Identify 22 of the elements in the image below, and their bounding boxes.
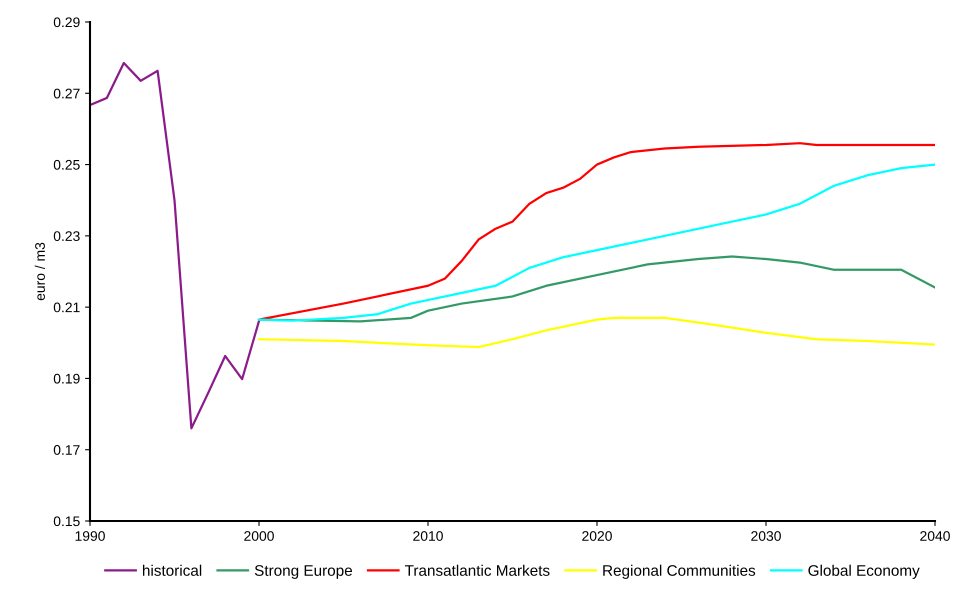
legend-label: historical (142, 564, 202, 576)
legend-label: Global Economy (808, 564, 920, 579)
x-tick-label: 2000 (244, 531, 274, 541)
y-tick-label: 0.25 (54, 160, 80, 170)
y-tick-label: 0.17 (54, 445, 80, 455)
y-tick-label: 0.29 (54, 17, 80, 28)
y-tick-label: 0.23 (54, 231, 80, 242)
legend-label: Transatlantic Markets (404, 564, 550, 576)
line-series (258, 316, 935, 348)
legend-label: Strong Europe (254, 565, 352, 579)
x-tick-label: 1990 (76, 531, 105, 541)
x-tick-label: 2020 (582, 531, 612, 541)
y-tick-label: 0.15 (54, 516, 80, 526)
y-tick-label: 0.27 (54, 88, 80, 98)
legend-label: Regional Communities (603, 564, 756, 579)
y-axis-title: euro / m3 (34, 242, 45, 300)
y-tick-label: 0.21 (54, 302, 80, 312)
x-tick-label: 2030 (751, 531, 781, 541)
x-tick-label: 2010 (413, 531, 443, 541)
y-tick-label: 0.19 (54, 374, 80, 384)
x-tick-label: 2040 (920, 531, 950, 541)
line-series (90, 62, 260, 430)
